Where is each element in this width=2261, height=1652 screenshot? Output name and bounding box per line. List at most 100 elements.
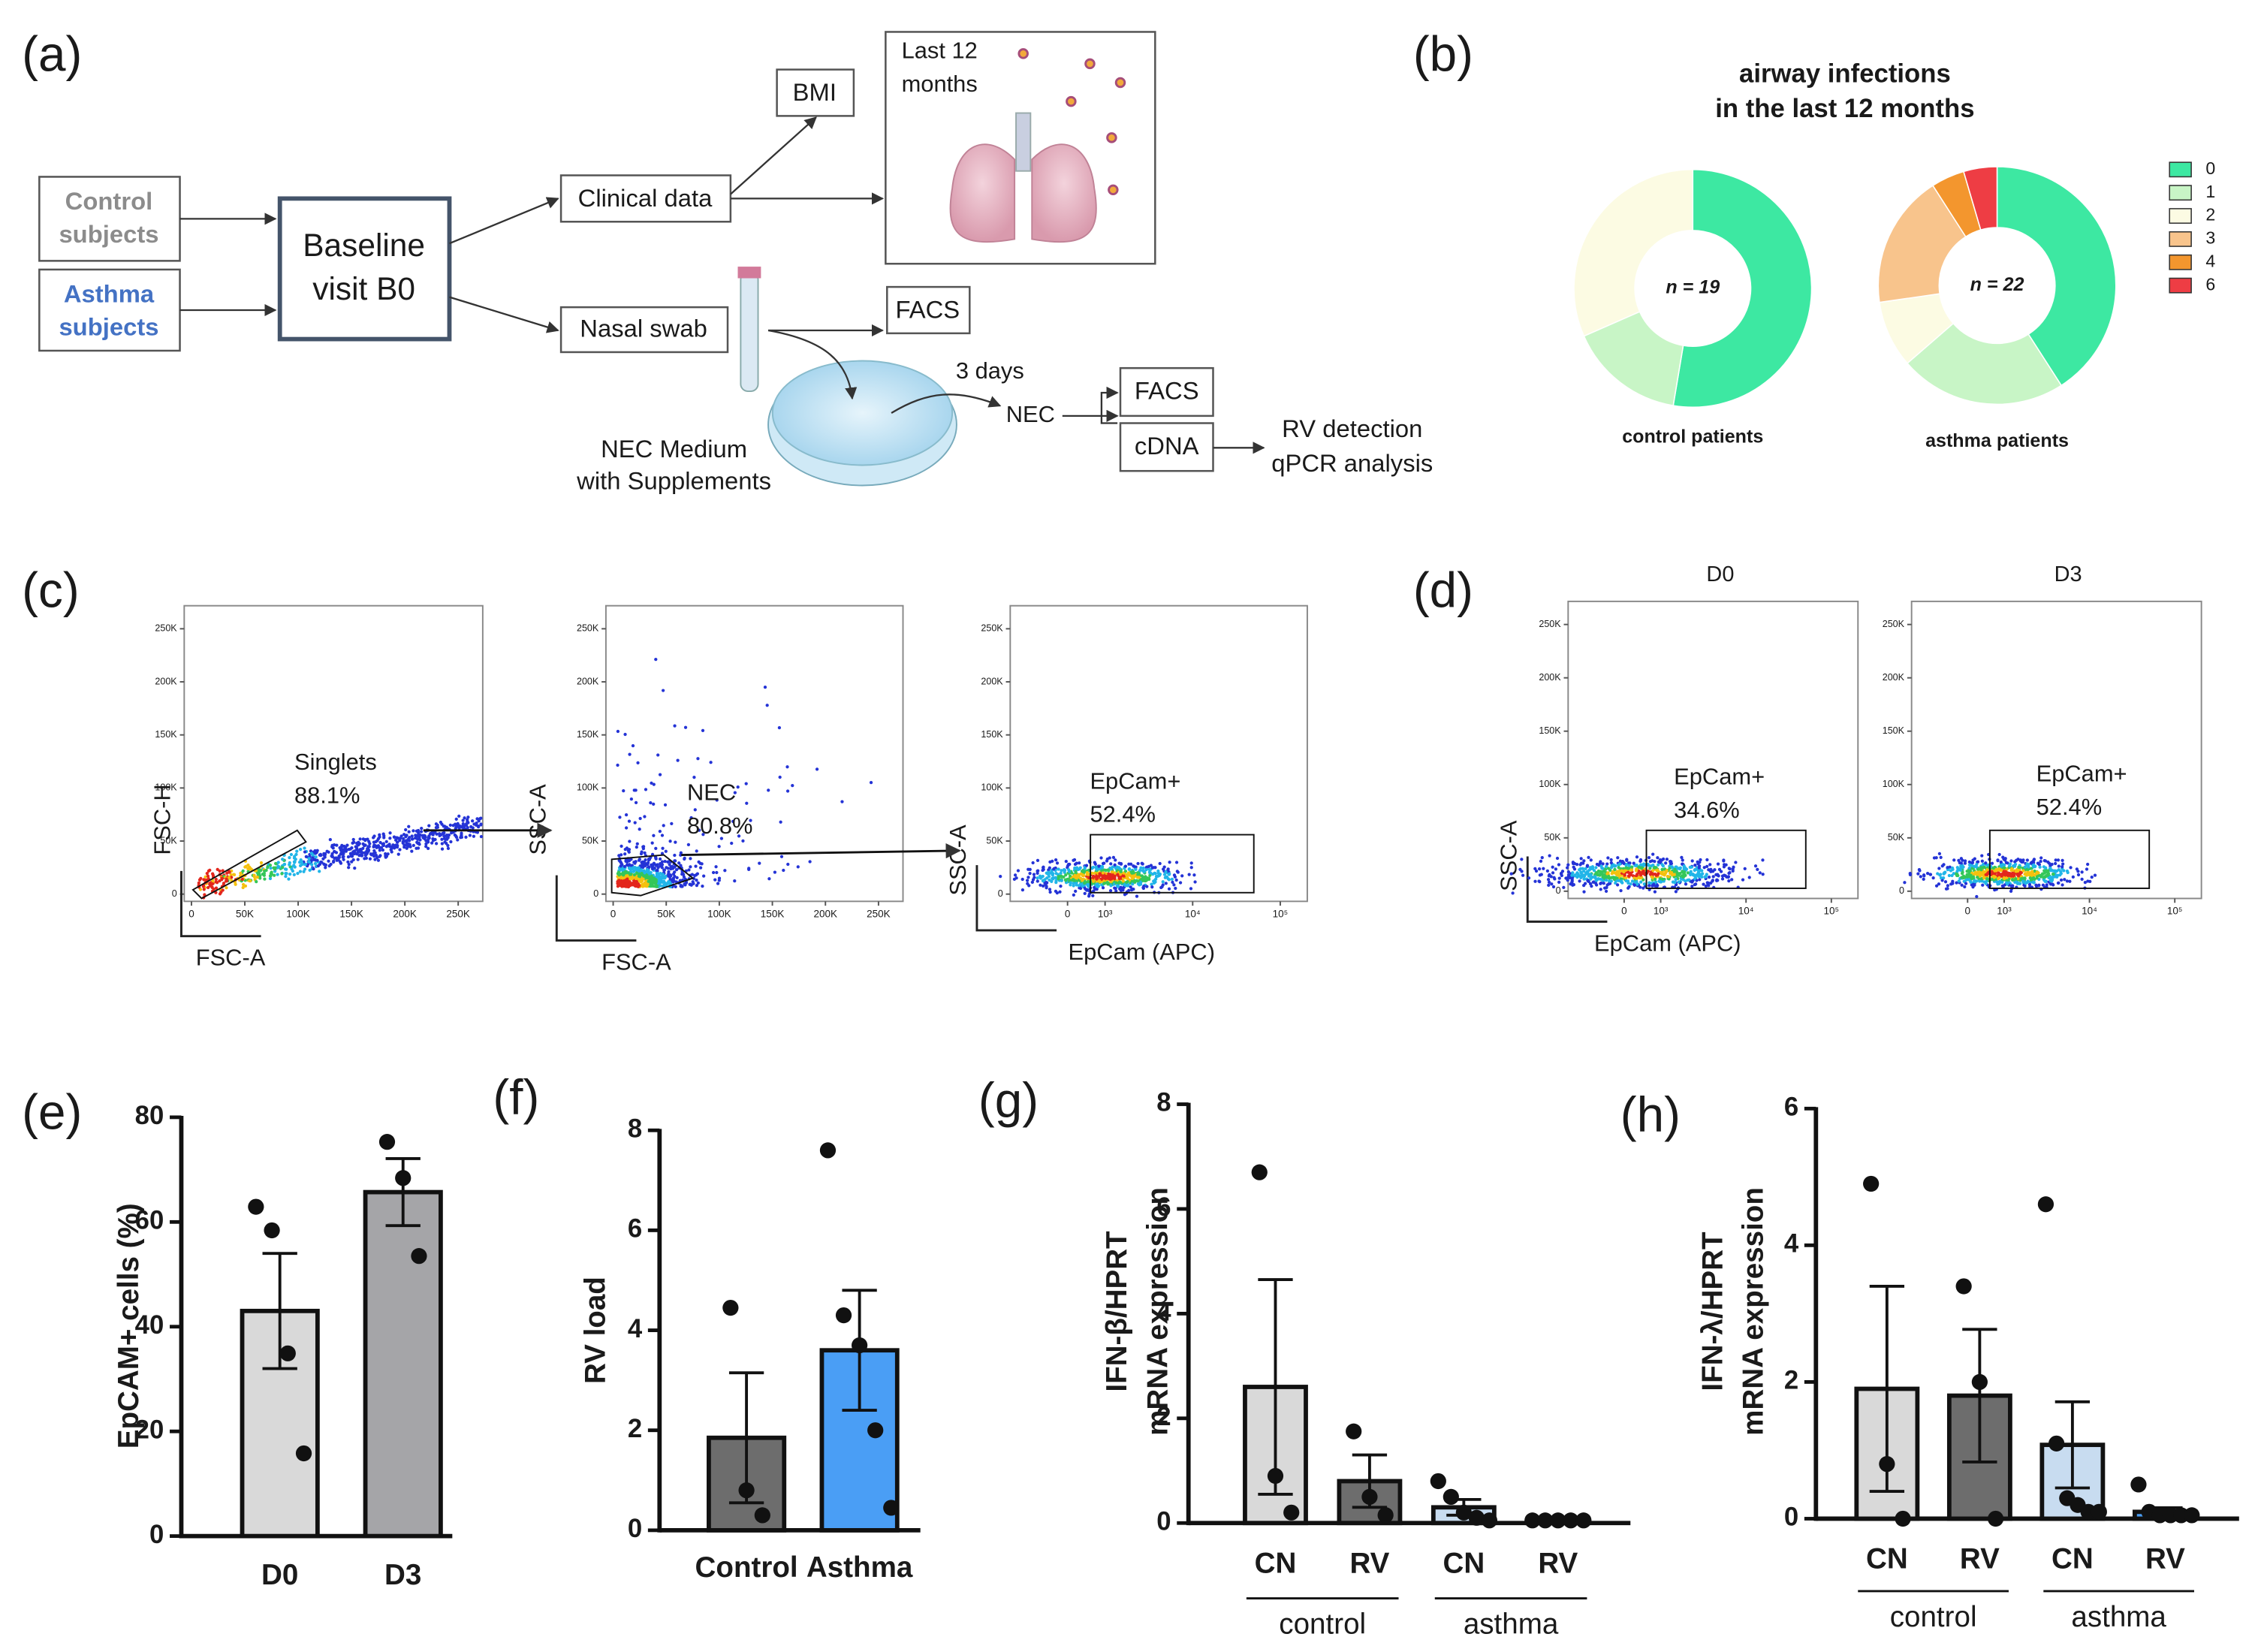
cell-dot [1625, 858, 1629, 861]
cell-dot [689, 857, 692, 861]
x-tick-label: 250K [446, 908, 470, 919]
cell-dot [642, 860, 646, 864]
cell-dot [1149, 864, 1153, 867]
cell-dot [629, 873, 633, 876]
cell-dot [289, 852, 294, 857]
cell-dot [1603, 867, 1608, 871]
cell-dot [1648, 884, 1651, 888]
cell-dot [1020, 877, 1024, 882]
cell-dot [1093, 871, 1096, 876]
x-tick-label: 0 [188, 908, 194, 919]
cell-dot [1130, 875, 1134, 879]
cell-dot [1919, 875, 1922, 879]
gate-label: Singlets [294, 749, 377, 775]
cell-dot [654, 657, 658, 662]
cell-dot [1174, 878, 1178, 882]
cell-dot [407, 824, 411, 828]
cell-dot [1665, 858, 1669, 861]
y-tick-label: 0 [1156, 1507, 1171, 1536]
cell-dot [2037, 873, 2041, 877]
cell-dot [1957, 858, 1961, 863]
cell-dot [479, 834, 484, 839]
cell-dot [1602, 875, 1606, 879]
cell-dot [342, 858, 345, 861]
cell-dot [664, 875, 668, 879]
cell-dot [694, 864, 698, 868]
data-point [378, 1134, 396, 1150]
y-tick-label: 0 [628, 1515, 642, 1543]
cell-dot [1660, 863, 1664, 867]
cell-dot [1969, 873, 1973, 877]
y-tick-label: 2 [628, 1415, 642, 1443]
cell-dot [1708, 863, 1712, 867]
x-axis-label: FSC-A [196, 945, 266, 971]
legend-swatch [2169, 208, 2192, 224]
node-label: NEC [1006, 401, 1055, 427]
cell-dot [332, 859, 336, 863]
cell-dot [206, 874, 210, 878]
cell-dot [354, 848, 359, 852]
cell-dot [457, 826, 461, 831]
legend-label: 1 [2205, 182, 2215, 201]
cell-dot [440, 842, 444, 846]
cell-dot [2009, 873, 2012, 877]
y-tick-label: 100K [1883, 779, 1905, 789]
group-label: control [1279, 1608, 1366, 1640]
cell-dot [1124, 884, 1129, 888]
cell-dot [1661, 877, 1665, 881]
cell-dot [1612, 877, 1616, 882]
chart-title: airway infections [1739, 60, 1951, 89]
cell-dot [1634, 869, 1638, 873]
cell-dot [1136, 861, 1140, 866]
cell-dot [1993, 875, 1997, 879]
y-axis-label: SSC-A [945, 824, 971, 896]
cell-dot [1123, 870, 1128, 873]
cell-dot [268, 864, 273, 867]
cell-dot [1582, 859, 1586, 863]
cell-dot [1982, 862, 1985, 867]
data-point [248, 1198, 264, 1215]
cell-dot [658, 773, 662, 776]
cell-dot [643, 864, 647, 868]
node-label: RV detection [1282, 415, 1422, 442]
cell-dot [2032, 858, 2036, 861]
group-label: asthma [1464, 1608, 1559, 1640]
cell-dot [1681, 875, 1685, 879]
cell-dot [391, 843, 395, 847]
cell-dot [1036, 879, 1039, 883]
x-tick-label: 10⁵ [2167, 905, 2183, 916]
cell-dot [389, 848, 393, 852]
cell-dot [416, 834, 420, 837]
cell-dot [284, 871, 288, 876]
cell-dot [618, 815, 622, 819]
cell-dot [1617, 870, 1620, 873]
cell-dot [1660, 867, 1664, 872]
cell-dot [616, 885, 620, 888]
cell-dot [424, 842, 428, 846]
cell-dot [1951, 879, 1955, 883]
cell-dot [374, 840, 378, 844]
cell-dot [674, 867, 679, 872]
cell-dot [660, 866, 664, 870]
cell-dot [629, 870, 633, 873]
y-tick-label: 8 [1156, 1089, 1171, 1117]
cell-dot [276, 873, 279, 876]
cell-dot [683, 882, 687, 886]
cell-dot [426, 846, 430, 851]
cell-dot [1092, 889, 1096, 893]
cell-dot [461, 818, 465, 822]
cell-dot [2037, 883, 2041, 887]
cell-dot [1147, 876, 1151, 880]
cell-dot [1119, 870, 1123, 873]
cell-dot [1648, 881, 1651, 885]
cell-dot [1054, 858, 1058, 862]
cell-dot [635, 871, 639, 875]
cell-dot [1133, 880, 1137, 884]
cell-dot [376, 837, 381, 841]
cell-dot [620, 844, 623, 848]
cell-dot [2016, 876, 2020, 881]
cell-dot [1716, 862, 1720, 866]
cell-dot [1720, 877, 1725, 881]
cell-dot [647, 882, 650, 886]
cell-dot [2034, 883, 2038, 887]
